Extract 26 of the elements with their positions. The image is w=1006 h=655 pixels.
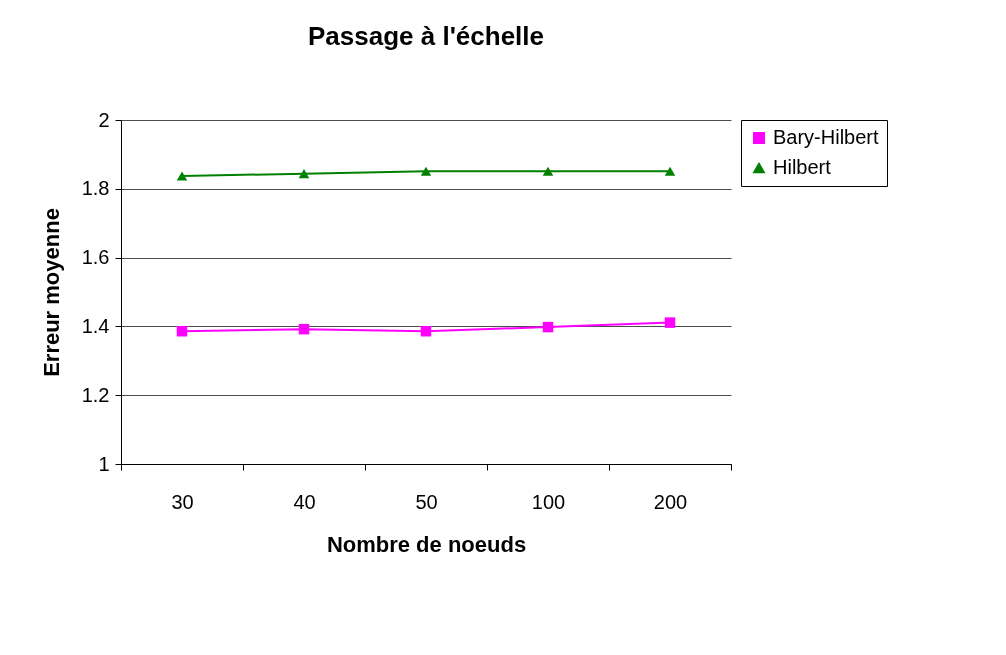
x-axis-title: Nombre de noeuds [326, 531, 527, 557]
legend-label: Bary-Hilbert [773, 126, 880, 148]
point [542, 166, 554, 176]
y-tick-label: 1 [98, 452, 110, 475]
point [298, 169, 310, 179]
point [542, 321, 554, 333]
y-tick-label: 1.2 [81, 383, 110, 406]
point [298, 323, 310, 335]
chart-title: Passage à l'échelle [307, 21, 545, 51]
y-tick-label: 1.8 [81, 177, 110, 200]
x-tick-label: 50 [415, 490, 438, 513]
x-tick-label: 200 [653, 490, 688, 513]
y-tick-label: 1.4 [81, 314, 110, 337]
y-tick-label: 1.6 [81, 246, 110, 269]
point [176, 325, 188, 337]
legend-label: Hilbert [773, 156, 832, 178]
x-tick-label: 30 [171, 490, 194, 513]
x-tick-label: 40 [293, 490, 316, 513]
y-tick-label: 2 [98, 108, 110, 131]
point [420, 166, 432, 176]
point [420, 325, 432, 337]
point [176, 171, 188, 181]
point [664, 166, 676, 176]
y-axis-title: Erreur moyenne [38, 208, 64, 377]
x-tick-label: 100 [531, 490, 566, 513]
point [664, 317, 676, 328]
